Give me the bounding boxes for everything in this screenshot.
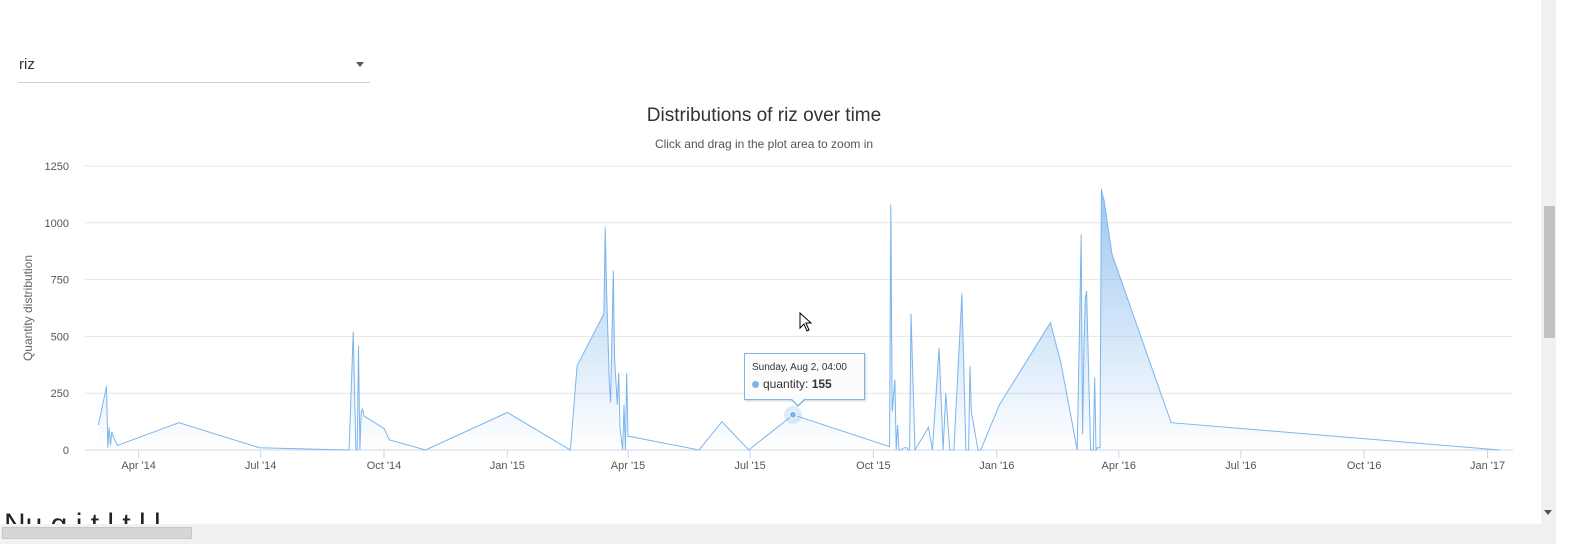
category-select[interactable]: riz (18, 52, 370, 83)
chevron-down-icon (356, 62, 364, 67)
y-tick-label: 0 (63, 445, 69, 457)
y-tick-label: 250 (51, 388, 69, 400)
y-tick-label: 750 (51, 275, 69, 287)
vertical-scrollbar-thumb[interactable] (1544, 206, 1555, 338)
x-tick-label: Jul '14 (245, 460, 276, 472)
scroll-down-arrow-icon[interactable] (1544, 510, 1552, 515)
y-tick-label: 1250 (45, 161, 69, 173)
series-area (98, 188, 1500, 450)
x-tick-label: Apr '15 (611, 460, 646, 472)
tooltip-series-name: quantity (763, 377, 806, 391)
hover-point[interactable] (788, 410, 797, 419)
x-tick-label: Oct '14 (367, 460, 402, 472)
x-tick-label: Jan '17 (1470, 460, 1505, 472)
x-axis-ticks: Apr '14 Jul '14 Oct '14 Jan '15 Apr '15 Jul '… (121, 450, 1505, 472)
tooltip-caret-inner (792, 399, 804, 405)
x-tick-label: Jan '15 (490, 460, 525, 472)
horizontal-scrollbar-thumb[interactable] (2, 527, 192, 539)
y-axis-ticks: 0 250 500 750 1000 1250 (45, 161, 69, 457)
x-tick-label: Oct '15 (856, 460, 891, 472)
y-axis-title: Quantity distribution (21, 255, 35, 361)
tooltip-row: quantity: 155 (752, 377, 832, 391)
tooltip-value: 155 (811, 377, 832, 391)
x-tick-label: Apr '16 (1102, 460, 1137, 472)
x-tick-label: Apr '14 (121, 460, 156, 472)
chart-title: Distributions of riz over time (647, 105, 881, 126)
series-line[interactable] (97, 188, 1500, 452)
y-tick-label: 1000 (45, 218, 69, 230)
tooltip: Sunday, Aug 2, 04:00 quantity: 155 (744, 353, 865, 407)
mouse-cursor-icon (799, 312, 813, 332)
y-tick-label: 500 (51, 331, 69, 343)
category-select-value: riz (19, 56, 35, 73)
x-tick-label: Jul '15 (734, 460, 765, 472)
vertical-scrollbar[interactable] (1541, 0, 1556, 524)
x-tick-label: Jul '16 (1225, 460, 1256, 472)
grid-lines (85, 165, 1513, 451)
series-dot-icon (752, 381, 759, 389)
chart-subtitle: Click and drag in the plot area to zoom … (655, 137, 873, 151)
chart[interactable]: Distributions of riz over time Click and… (0, 0, 1540, 500)
x-tick-label: Jan '16 (979, 460, 1014, 472)
horizontal-scrollbar[interactable] (0, 524, 1556, 544)
tooltip-date: Sunday, Aug 2, 04:00 (752, 362, 847, 373)
x-tick-label: Oct '16 (1347, 460, 1382, 472)
